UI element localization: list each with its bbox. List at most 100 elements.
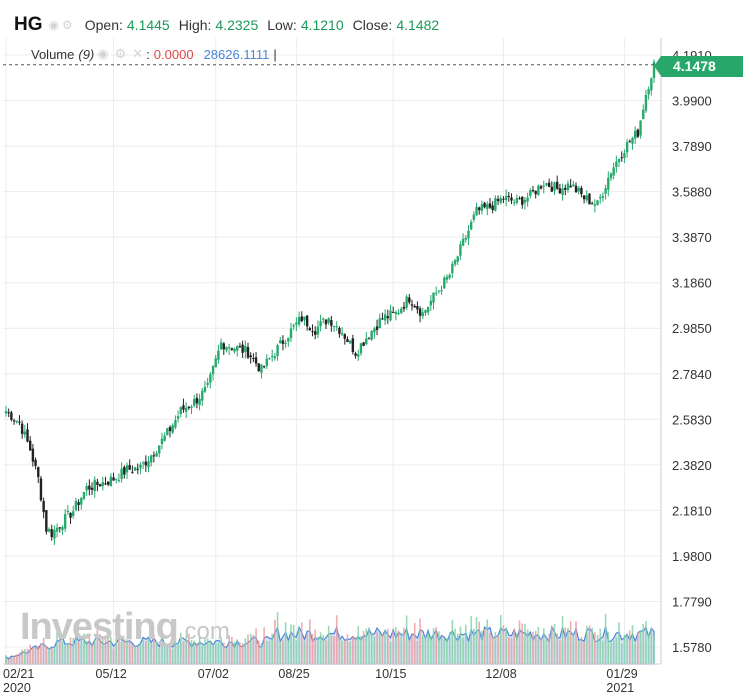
candle-body bbox=[58, 527, 61, 529]
volume-bar bbox=[430, 635, 432, 664]
volume-bar bbox=[311, 633, 314, 664]
candle-body bbox=[4, 411, 8, 414]
candle-body bbox=[300, 316, 303, 322]
candle-body bbox=[319, 321, 322, 327]
volume-bar bbox=[120, 641, 123, 664]
y-tick-label: 2.3820 bbox=[672, 458, 712, 473]
settings-gear-icon[interactable]: ⚙ bbox=[61, 18, 73, 32]
volume-bar bbox=[292, 624, 295, 664]
volume-bar bbox=[142, 638, 144, 664]
volume-bar bbox=[110, 636, 112, 664]
candle-body bbox=[615, 161, 618, 167]
candle-body bbox=[15, 420, 18, 423]
visibility-eye-icon[interactable]: ◉ bbox=[97, 46, 109, 61]
close-icon[interactable]: ✕ bbox=[132, 46, 144, 61]
volume-bar bbox=[15, 654, 18, 664]
volume-bar bbox=[440, 637, 443, 664]
candle-body bbox=[37, 467, 40, 478]
candle-body bbox=[394, 311, 398, 315]
x-tick-year-label: 2021 bbox=[606, 681, 634, 695]
candle-body bbox=[96, 481, 99, 485]
volume-bar bbox=[459, 626, 462, 664]
volume-bar bbox=[413, 623, 416, 664]
visibility-eye-icon[interactable]: ◉ bbox=[48, 18, 59, 32]
volume-bar bbox=[596, 634, 599, 664]
candle-body bbox=[31, 448, 35, 462]
candle-body bbox=[435, 292, 438, 294]
candle-body bbox=[168, 426, 172, 432]
candle-body bbox=[50, 529, 53, 538]
candle-body bbox=[609, 173, 613, 179]
volume-bar bbox=[397, 630, 400, 664]
candle-body bbox=[254, 357, 258, 364]
candle-body bbox=[39, 478, 43, 501]
volume-bar bbox=[177, 642, 179, 664]
volume-bar bbox=[505, 627, 507, 664]
candle-body bbox=[601, 195, 605, 198]
volume-bar bbox=[174, 639, 177, 664]
candle-body bbox=[432, 292, 435, 303]
volume-bar bbox=[567, 627, 569, 664]
volume-bar bbox=[161, 631, 163, 664]
volume-bar bbox=[556, 633, 559, 664]
low-value: 4.1210 bbox=[300, 17, 344, 33]
volume-bar bbox=[118, 627, 120, 664]
candle-body bbox=[572, 184, 575, 186]
volume-bar bbox=[77, 641, 80, 664]
candle-body bbox=[472, 214, 476, 220]
candle-body bbox=[12, 420, 16, 422]
volume-bar bbox=[462, 637, 464, 664]
candle-body bbox=[74, 500, 78, 510]
volume-bar bbox=[486, 619, 489, 664]
candle-body bbox=[357, 354, 360, 357]
candle-body bbox=[359, 343, 363, 354]
volume-bar bbox=[333, 636, 335, 664]
candle-body bbox=[408, 297, 411, 303]
candle-body bbox=[260, 364, 263, 373]
y-tick-label: 2.1810 bbox=[672, 503, 712, 518]
volume-bar bbox=[32, 647, 34, 664]
candle-body bbox=[512, 202, 516, 204]
volume-bar bbox=[384, 630, 386, 664]
volume-bar bbox=[314, 629, 317, 664]
volume-bar bbox=[295, 639, 298, 664]
candle-body bbox=[155, 453, 158, 457]
volume-bar bbox=[231, 636, 233, 664]
candle-body bbox=[77, 502, 80, 506]
low-label: Low: bbox=[267, 17, 297, 33]
candle-body bbox=[190, 406, 193, 409]
candle-body bbox=[373, 328, 376, 333]
candle-body bbox=[443, 277, 446, 289]
volume-bar bbox=[416, 640, 419, 664]
volume-bar bbox=[196, 643, 198, 664]
candle-body bbox=[101, 481, 104, 487]
volume-bar bbox=[411, 636, 413, 664]
candle-body bbox=[617, 159, 621, 163]
volume-bar bbox=[489, 632, 491, 664]
volume-bar bbox=[330, 635, 333, 664]
volume-bar bbox=[131, 644, 134, 664]
symbol-label: HG bbox=[14, 14, 43, 35]
settings-gear-icon[interactable]: ⚙ bbox=[114, 46, 127, 61]
volume-bar bbox=[279, 641, 282, 664]
candle-body bbox=[174, 420, 177, 428]
candle-body bbox=[163, 435, 166, 441]
candle-body bbox=[599, 197, 602, 199]
volume-bar bbox=[400, 632, 403, 664]
candle-body bbox=[478, 207, 481, 211]
volume-bar bbox=[381, 633, 384, 664]
candle-body bbox=[289, 328, 293, 339]
candle-body bbox=[515, 198, 519, 203]
candle-body bbox=[117, 480, 121, 482]
volume-bar bbox=[145, 640, 147, 664]
candle-body bbox=[547, 182, 551, 187]
candle-body bbox=[440, 290, 443, 292]
candle-body bbox=[182, 405, 185, 410]
candle-body bbox=[590, 203, 594, 205]
candle-body bbox=[265, 358, 269, 366]
candle-body bbox=[149, 455, 153, 463]
candle-body bbox=[486, 204, 489, 210]
candle-body bbox=[332, 325, 336, 327]
candle-body bbox=[402, 306, 406, 309]
